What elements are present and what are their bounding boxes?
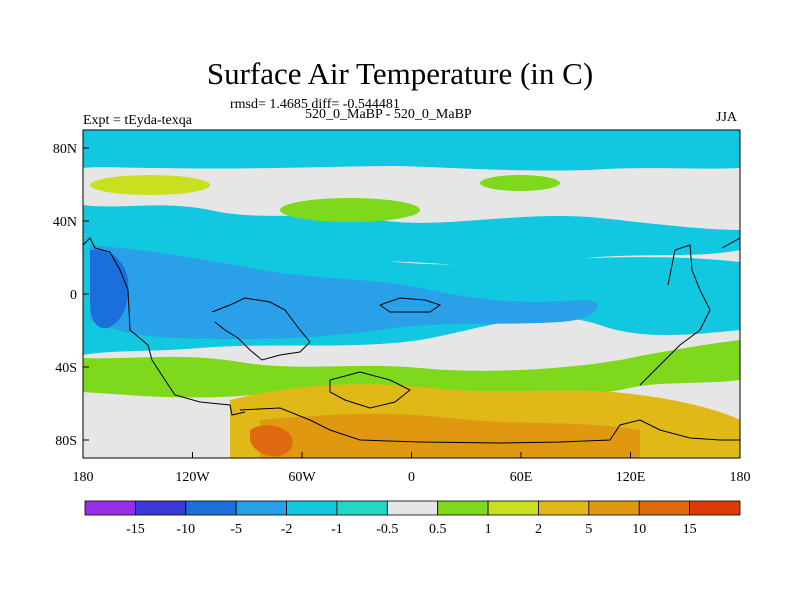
field-north-green-1 — [280, 198, 420, 222]
colorbar-swatch — [487, 500, 539, 516]
y-tick-label: 80S — [55, 434, 77, 449]
plot-title: Surface Air Temperature (in C) — [206, 56, 594, 91]
field-south-green — [83, 340, 740, 398]
field-north-green-2 — [480, 175, 560, 191]
colorbar-label: 1 — [485, 522, 492, 537]
field-arctic-band — [83, 130, 740, 171]
colorbar-swatch — [134, 500, 187, 516]
subtitle-label: 520_0_MaBP - 520_0_MaBP — [305, 107, 472, 122]
field-antarctic-hot — [250, 425, 293, 457]
coast-africa — [211, 297, 311, 361]
field-north-green-3 — [90, 175, 210, 195]
colorbar-swatch — [689, 500, 741, 516]
y-tick-label: 40S — [55, 361, 77, 376]
colorbar-label: 0.5 — [429, 522, 447, 537]
y-axis: 80N 40N 0 40S 80S — [53, 142, 89, 449]
coast-antarctica — [239, 407, 740, 444]
colorbar-label: -0.5 — [376, 522, 398, 537]
x-axis: 180 120W 60W 0 60E 120E 180 — [73, 452, 751, 485]
colorbar: -15 -10 -5 -2 -1 -0.5 0.5 1 2 5 10 15 — [84, 500, 741, 537]
colorbar-swatch — [336, 500, 388, 516]
field-equator-blue — [90, 245, 598, 340]
colorbar-swatch — [286, 500, 338, 516]
colorbar-label: -2 — [281, 522, 293, 537]
colorbar-label: 15 — [683, 522, 697, 537]
stats-label: rmsd= 1.4685 diff= -0.544481 — [230, 97, 400, 112]
colorbar-swatch — [538, 500, 590, 516]
coast-equatorial-lobe — [379, 297, 442, 313]
season-label: JJA — [716, 110, 738, 125]
x-tick-label: 180 — [730, 470, 751, 485]
field-antarctic-orange — [260, 413, 640, 458]
x-tick-label: 180 — [73, 470, 94, 485]
colorbar-swatch — [386, 500, 439, 516]
x-tick-label: 120W — [175, 470, 210, 485]
coast-americas — [83, 237, 246, 416]
colorbar-swatch — [437, 500, 489, 516]
coast-east — [639, 244, 711, 386]
x-tick-label: 60W — [288, 470, 316, 485]
y-tick-label: 0 — [70, 288, 77, 303]
colorbar-label: 10 — [632, 522, 646, 537]
colorbar-label: 2 — [535, 522, 542, 537]
experiment-label: Expt = tEyda-texqa — [83, 113, 192, 128]
colorbar-swatch — [588, 500, 640, 516]
colorbar-swatch — [235, 500, 287, 516]
coast-southern-lobe — [329, 371, 411, 409]
colorbar-label: -15 — [126, 522, 145, 537]
x-tick-label: 60E — [510, 470, 533, 485]
colorbar-label: -5 — [230, 522, 242, 537]
y-tick-label: 40N — [53, 215, 77, 230]
coast-east-rim — [721, 237, 740, 249]
colorbar-swatch — [185, 500, 237, 516]
colorbar-swatch — [638, 500, 691, 516]
colorbar-swatch — [84, 500, 136, 516]
colorbar-label: -10 — [176, 522, 195, 537]
field-blue-west — [90, 249, 129, 329]
colorbar-label: -1 — [331, 522, 343, 537]
x-tick-label: 120E — [616, 470, 646, 485]
map-field — [83, 130, 740, 458]
x-tick-label: 0 — [408, 470, 415, 485]
coastlines — [83, 237, 740, 444]
y-tick-label: 80N — [53, 142, 77, 157]
colorbar-label: 5 — [585, 522, 592, 537]
